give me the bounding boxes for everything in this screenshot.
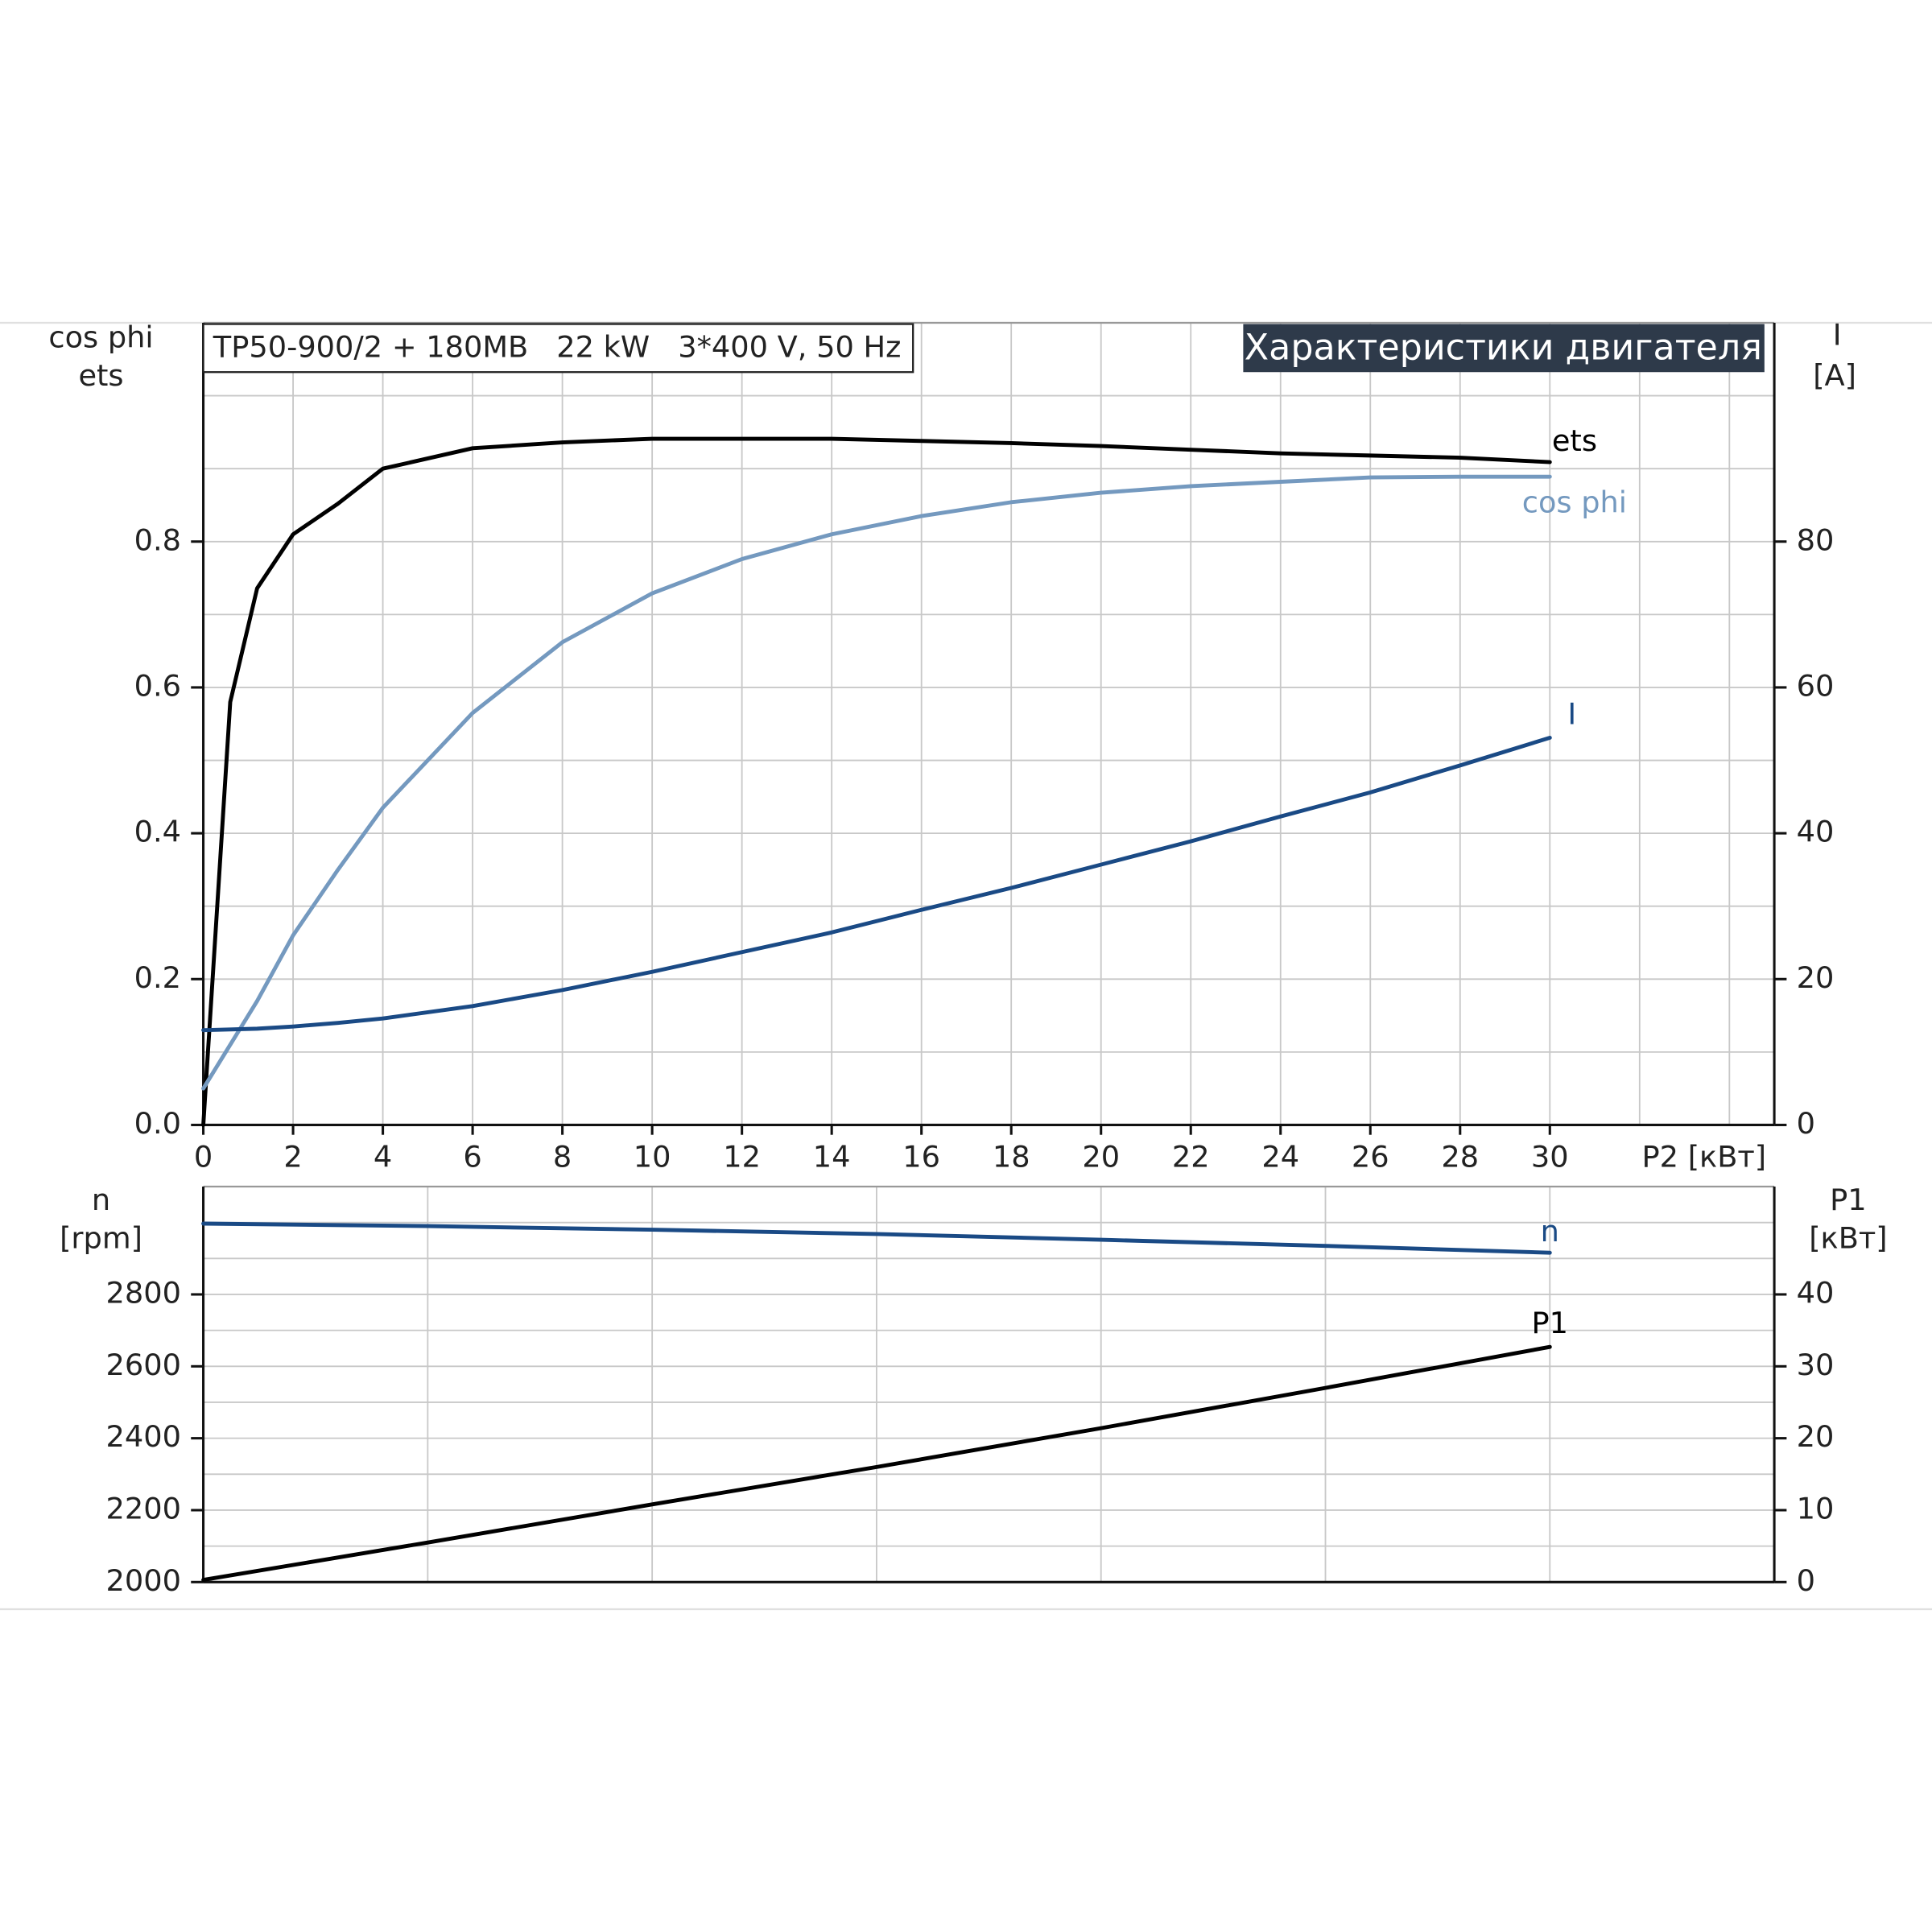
y-tick-label: 0.4 <box>134 815 181 849</box>
y2-axis-label: [кВт] <box>1809 1220 1887 1255</box>
series-label: cos phi <box>1522 485 1627 519</box>
series-label: I <box>1567 696 1576 731</box>
y-axis-label: n <box>92 1183 110 1217</box>
x-tick-label: 18 <box>993 1139 1030 1174</box>
x-tick-label: 4 <box>374 1139 392 1174</box>
y2-tick-label: 30 <box>1797 1348 1835 1382</box>
y-tick-label: 2800 <box>106 1275 181 1310</box>
y-tick-label: 2400 <box>106 1419 181 1454</box>
chart-title: Характеристики двигателя <box>1245 328 1762 369</box>
x-tick-label: 20 <box>1082 1139 1120 1174</box>
y-axis-label: cos phi <box>48 320 153 354</box>
title-box <box>1243 324 1765 373</box>
chart-subtitle: TP50-900/2 + 180MB 22 kW 3*400 V, 50 Hz <box>213 330 902 365</box>
x-axis-label: P2 [кВт] <box>1642 1139 1767 1174</box>
series-label: n <box>1541 1214 1559 1249</box>
y-axis-label: [rpm] <box>60 1220 142 1255</box>
y2-axis-label: [A] <box>1813 358 1856 393</box>
series-line <box>201 735 1552 1033</box>
y2-tick-label: 10 <box>1797 1491 1835 1525</box>
series-line <box>201 1221 1552 1255</box>
y2-axis-label: P1 <box>1830 1183 1867 1217</box>
y2-axis-label: I <box>1833 317 1842 352</box>
x-tick-label: 6 <box>463 1139 481 1174</box>
y2-tick-label: 60 <box>1797 668 1835 703</box>
y-tick-label: 0.6 <box>134 668 181 703</box>
plot-layer: 0 2 4 6 8 10 12 14 16 18 20 22 24 26 28 300.00.20.40.60… <box>106 321 1835 1598</box>
y2-tick-label: 0 <box>1797 1106 1815 1141</box>
series-label: ets <box>1552 423 1597 458</box>
y-tick-label: 2600 <box>106 1348 181 1382</box>
x-tick-label: 14 <box>813 1139 851 1174</box>
series-line <box>201 474 1552 1091</box>
series-line <box>201 1344 1552 1583</box>
x-tick-label: 12 <box>723 1139 761 1174</box>
x-tick-label: 24 <box>1261 1139 1299 1174</box>
x-tick-label: 30 <box>1531 1139 1569 1174</box>
y-tick-label: 0.8 <box>134 522 181 557</box>
x-tick-label: 28 <box>1441 1139 1479 1174</box>
y-axis-label: ets <box>78 358 123 393</box>
x-tick-label: 16 <box>902 1139 940 1174</box>
subtitle-box <box>202 323 914 374</box>
x-tick-label: 8 <box>553 1139 572 1174</box>
y2-tick-label: 20 <box>1797 960 1835 995</box>
y-tick-label: 0.0 <box>134 1106 181 1141</box>
y2-tick-label: 40 <box>1797 815 1835 849</box>
y-tick-label: 2200 <box>106 1491 181 1525</box>
series-label: P1 <box>1532 1306 1569 1340</box>
y2-tick-label: 20 <box>1797 1419 1835 1454</box>
y-tick-label: 0.2 <box>134 960 181 995</box>
series-line <box>201 436 1552 1127</box>
y2-tick-label: 40 <box>1797 1275 1835 1310</box>
y-tick-label: 2000 <box>106 1563 181 1598</box>
x-tick-label: 2 <box>283 1139 302 1174</box>
x-tick-label: 0 <box>194 1139 213 1174</box>
x-tick-label: 22 <box>1172 1139 1210 1174</box>
x-tick-label: 10 <box>634 1139 671 1174</box>
y2-tick-label: 0 <box>1797 1563 1815 1598</box>
y2-tick-label: 80 <box>1797 522 1835 557</box>
x-tick-label: 26 <box>1352 1139 1389 1174</box>
